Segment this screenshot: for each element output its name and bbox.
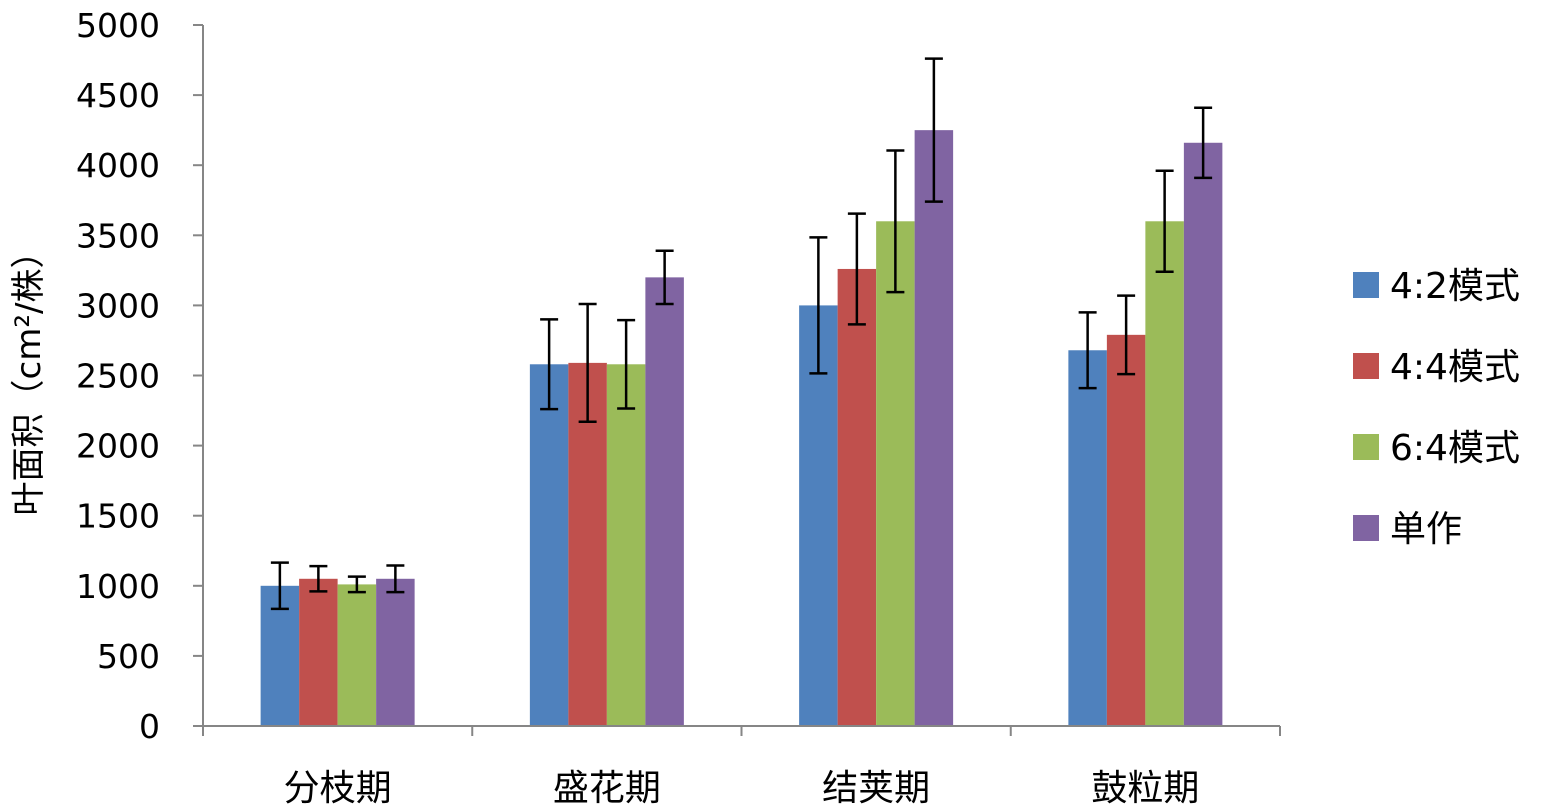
bar	[376, 578, 415, 726]
bar	[799, 305, 838, 726]
y-tick-label: 1500	[76, 497, 160, 536]
x-ticks: 分枝期 盛花期 结荚期 鼓粒期	[202, 726, 1281, 809]
bars-layer	[260, 130, 1223, 726]
legend-label: 单作	[1390, 509, 1462, 550]
bar	[299, 578, 338, 726]
y-tick-label: 3000	[76, 286, 160, 325]
bar	[914, 130, 954, 726]
x-tick-label: 盛花期	[553, 768, 661, 809]
legend-swatch	[1353, 515, 1379, 541]
legend-swatch	[1353, 434, 1379, 460]
y-tick-label: 2500	[76, 357, 160, 396]
y-tick-label: 2000	[76, 427, 160, 466]
bar	[529, 364, 569, 726]
bar	[876, 221, 915, 726]
y-tick-label: 4000	[76, 146, 160, 185]
bar	[568, 362, 607, 726]
y-tick-label: 5000	[76, 6, 160, 45]
legend-swatch	[1353, 353, 1379, 379]
bar	[1145, 221, 1184, 726]
x-tick-label: 结荚期	[822, 768, 930, 809]
y-tick-label: 500	[97, 637, 160, 676]
bar	[837, 268, 877, 726]
y-tick-label: 0	[139, 707, 160, 746]
y-tick-label: 3500	[76, 216, 160, 255]
y-ticks: 0 500 1000 1500 2000 2500 3000 3500 4000 4500 5000	[76, 6, 203, 746]
y-axis-label: 叶面积（cm²/株）	[9, 235, 49, 516]
error-bars-layer	[270, 57, 1213, 611]
x-tick-label: 鼓粒期	[1091, 768, 1199, 809]
y-tick-label: 4500	[76, 76, 160, 115]
y-tick-label: 1000	[76, 567, 160, 606]
bar	[1183, 142, 1223, 726]
legend-label: 6:4模式	[1390, 428, 1520, 469]
legend-label: 4:2模式	[1390, 266, 1520, 307]
bar	[645, 277, 684, 726]
legend-swatch	[1353, 272, 1379, 298]
bar	[606, 364, 646, 726]
bar	[1106, 334, 1146, 726]
bar	[337, 584, 377, 726]
x-tick-label: 分枝期	[284, 768, 392, 809]
legend-label: 4:4模式	[1390, 347, 1520, 388]
bar	[1068, 350, 1107, 726]
